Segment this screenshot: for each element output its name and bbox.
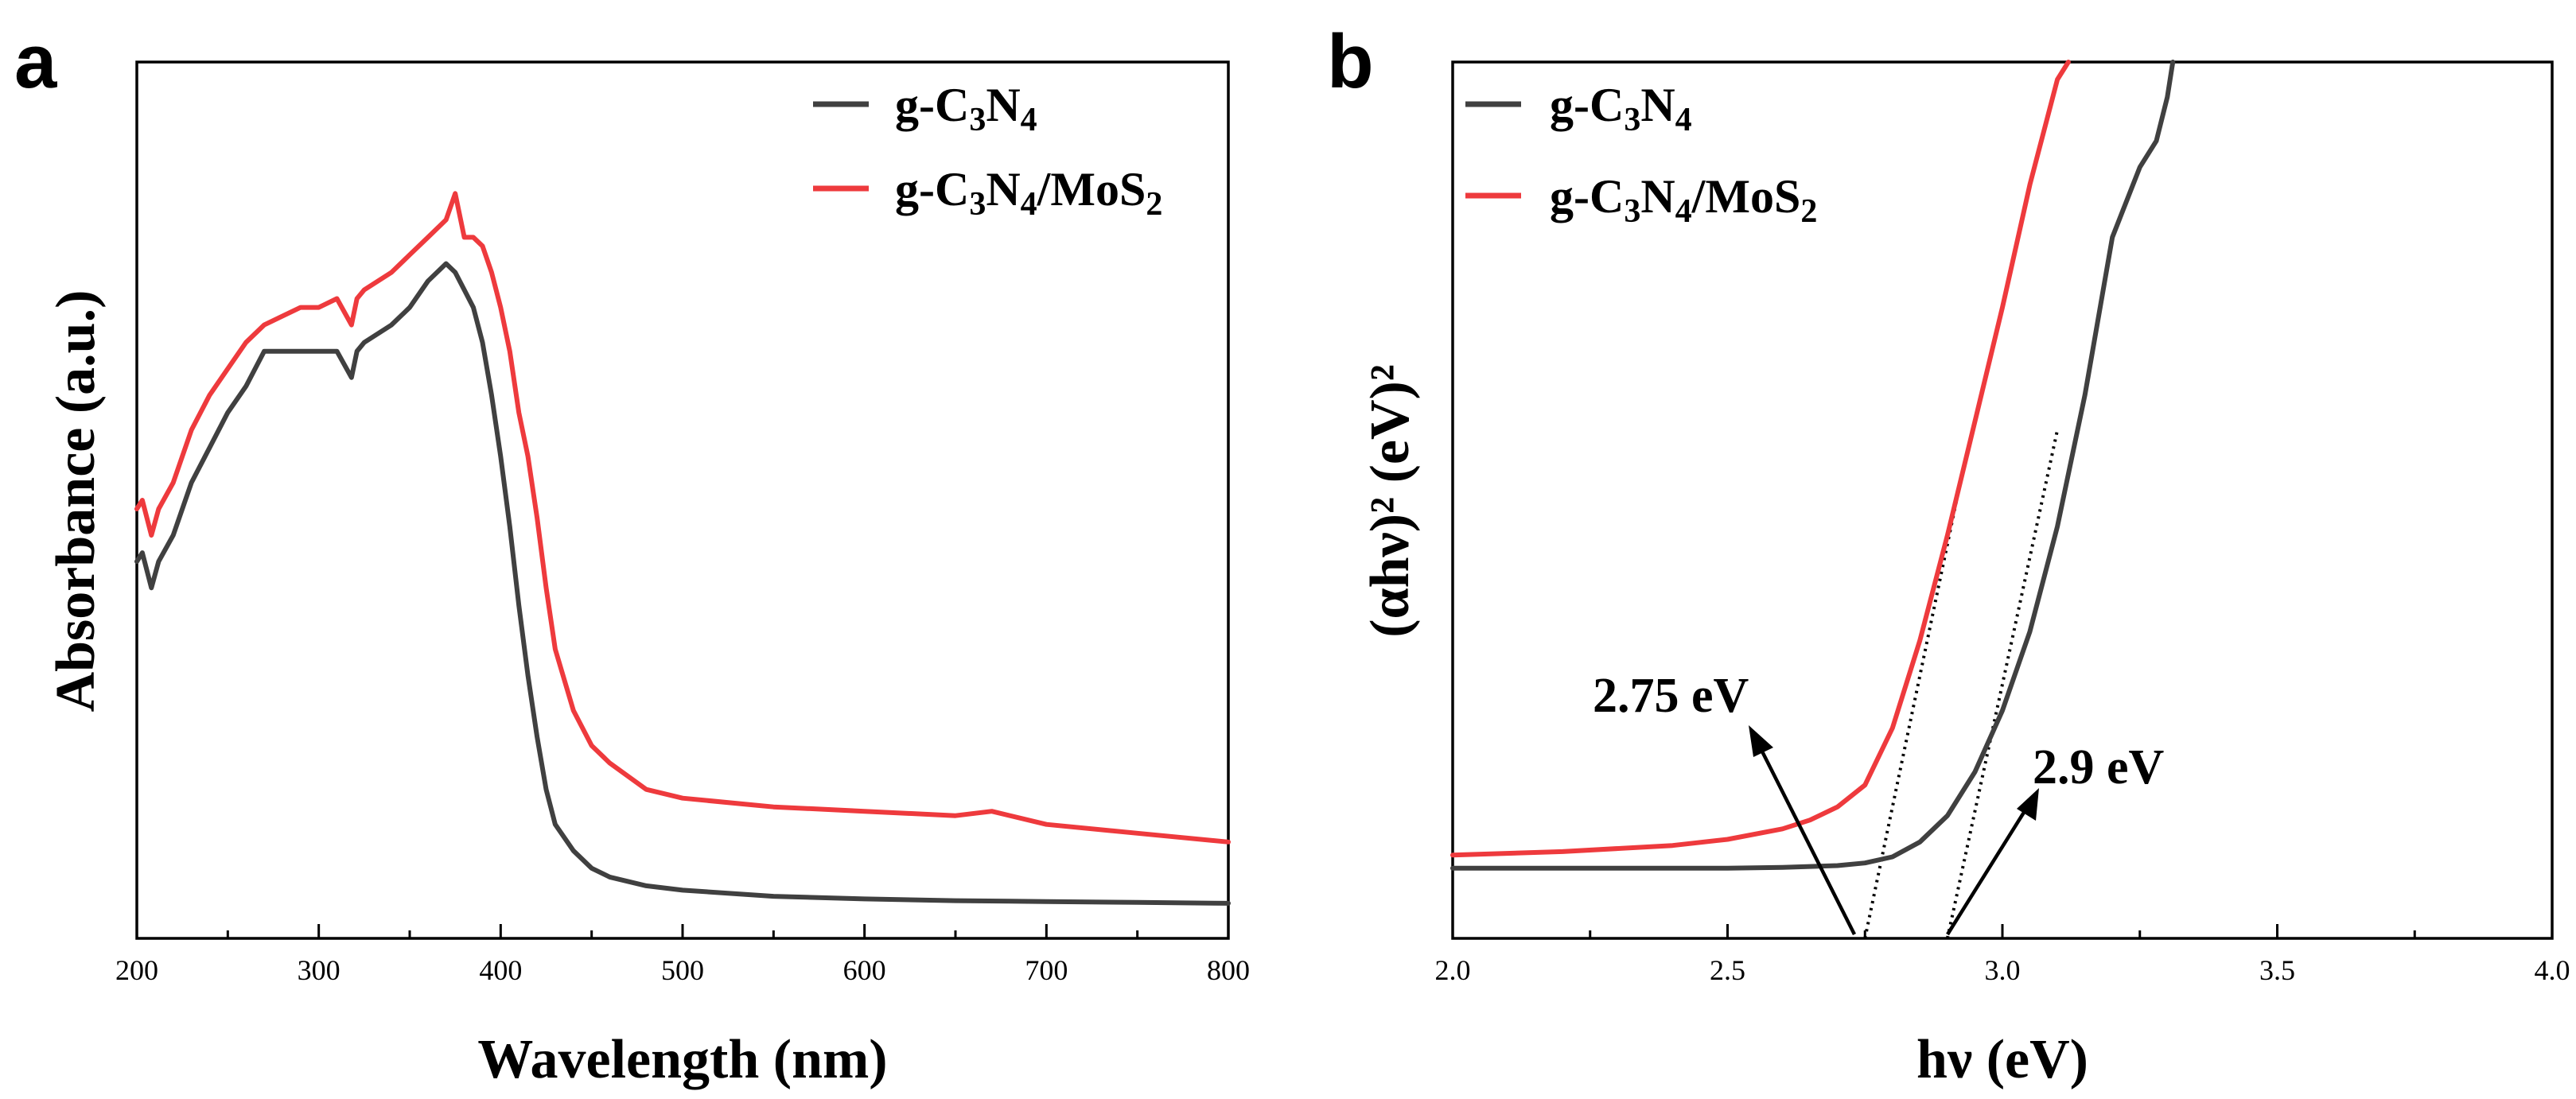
legend-sub: 3: [1624, 193, 1640, 230]
panel-b: b 2.0 2.5 3.0 3.5 4.0 2.75 eV 2.9 eV g-C3N4 …: [1327, 19, 2570, 1090]
x-tick-label: 2.0: [1435, 954, 1471, 986]
x-tick-label: 700: [1025, 954, 1068, 986]
legend-part: N: [986, 79, 1020, 131]
series-line-g-c3n4: [1450, 60, 2176, 871]
panel-b-legend-label-2: g-C3N4/MoS2: [1550, 170, 1817, 230]
series-line-g-c3n4: [134, 261, 1231, 906]
series-line-g-c3n4-mos2: [134, 191, 1231, 845]
panel-b-x-ticks: [1451, 924, 2554, 938]
panel-a-y-axis-title: Absorbance (a.u.): [45, 290, 107, 713]
panel-b-fit-lines: [1863, 429, 2060, 939]
panel-b-legend: g-C3N4 g-C3N4/MoS2: [1465, 79, 1817, 230]
panel-a-letter: a: [14, 19, 57, 104]
x-tick-label: 300: [298, 954, 340, 986]
x-tick-label: 3.5: [2259, 954, 2295, 986]
arrow-275-head: [1749, 725, 1773, 757]
panel-b-x-axis-title: hν (eV): [1916, 1029, 2088, 1090]
legend-sub: 4: [1021, 102, 1037, 138]
x-tick-label: 2.5: [1710, 954, 1745, 986]
arrow-29-head: [2017, 788, 2039, 821]
legend-sub: 4: [1021, 186, 1037, 223]
legend-part: g-C: [895, 163, 969, 216]
x-tick-label: 400: [479, 954, 522, 986]
panel-b-x-tick-labels: 2.0 2.5 3.0 3.5 4.0: [1435, 954, 2570, 986]
legend-part: g-C: [895, 79, 969, 131]
panel-a-x-axis-title: Wavelength (nm): [477, 1029, 887, 1090]
x-tick-label: 600: [843, 954, 886, 986]
x-tick-label: 500: [661, 954, 704, 986]
panel-b-legend-label-1: g-C3N4: [1550, 79, 1692, 138]
legend-part: N: [1640, 79, 1675, 131]
arrow-29-shaft: [1946, 803, 2030, 936]
panel-a-legend: g-C3N4 g-C3N4/MoS2: [813, 79, 1162, 223]
annotation-2-75-ev: 2.75 eV: [1593, 669, 1749, 723]
x-tick-label: 3.0: [1985, 954, 2021, 986]
legend-sub: 3: [1624, 102, 1640, 138]
panel-b-y-axis-title: (αhν)² (eV)²: [1360, 364, 1421, 638]
panel-a-series: [134, 191, 1231, 906]
legend-part: N: [1640, 170, 1675, 223]
legend-sub: 2: [1146, 186, 1162, 223]
panel-b-letter: b: [1327, 19, 1374, 104]
legend-part: N: [986, 163, 1020, 216]
panel-a-legend-label-2: g-C3N4/MoS2: [895, 163, 1162, 223]
arrow-275-shaft: [1756, 742, 1857, 936]
x-tick-label: 200: [115, 954, 158, 986]
legend-sub: 2: [1800, 193, 1817, 230]
panel-a-legend-label-1: g-C3N4: [895, 79, 1037, 138]
legend-sub: 3: [969, 186, 986, 223]
x-tick-label: 800: [1207, 954, 1250, 986]
legend-part: /MoS: [1691, 170, 1801, 223]
legend-part: g-C: [1550, 170, 1624, 223]
legend-sub: 3: [969, 102, 986, 138]
legend-part: /MoS: [1037, 163, 1146, 216]
legend-sub: 4: [1675, 193, 1692, 230]
panel-a-x-tick-labels: 200 300 400 500 600 700 800: [115, 954, 1250, 986]
legend-part: g-C: [1550, 79, 1624, 131]
x-tick-label: 4.0: [2535, 954, 2570, 986]
tangent-fit-line-2: [1945, 429, 2060, 939]
annotation-2-9-ev: 2.9 eV: [2033, 740, 2165, 794]
legend-sub: 4: [1675, 102, 1692, 138]
panel-a-x-ticks: [135, 924, 1230, 938]
panel-a: a 200 300 400 500 600 700 800 g-C3N4 g-C3N4/Mo…: [14, 19, 1250, 1090]
panel-b-series: [1450, 60, 2176, 871]
panel-b-annotation-arrows: [1749, 725, 2039, 936]
series-line-g-c3n4-mos2: [1450, 60, 2071, 858]
